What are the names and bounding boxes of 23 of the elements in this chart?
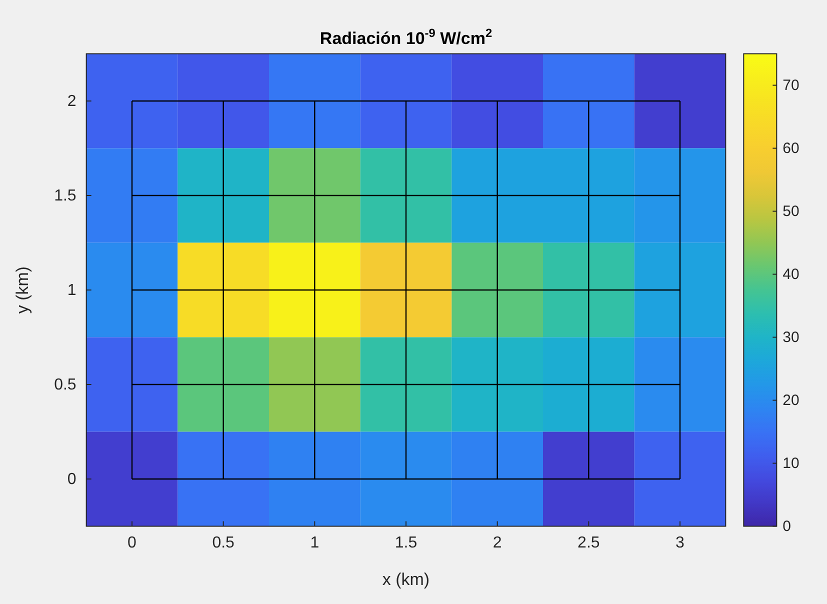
x-tick-label: 2.5 [578, 534, 600, 552]
chart-title: Radiación 10$^{-9}$ W/cm$^{2}$ [320, 26, 492, 48]
color-bar-label: 50 [782, 203, 800, 220]
y-tick-label: 0.5 [54, 376, 76, 394]
color-bar-label: 30 [782, 329, 800, 346]
x-tick-label: 1 [310, 534, 320, 552]
color-bar-label: 10 [782, 455, 800, 472]
x-axis-title: x (km) [382, 570, 430, 589]
color-bar-label: 0 [782, 518, 792, 536]
y-tick-label: 1.5 [54, 188, 76, 205]
color-bar-label: 20 [782, 392, 800, 410]
color-bar-label: 70 [782, 77, 800, 94]
x-tick-label: 1.5 [394, 534, 418, 552]
x-tick-label: 0.5 [212, 534, 235, 552]
color-bar-label: 60 [782, 140, 800, 158]
x-tick-label: 3 [676, 534, 685, 552]
y-tick-label: 0 [67, 471, 76, 488]
y-tick-label: 2 [67, 93, 76, 110]
y-tick-label: 1 [67, 282, 76, 300]
color-bar-label: 40 [782, 266, 800, 284]
y-axis-title: y (km) [13, 266, 32, 314]
x-tick-label: 0 [128, 534, 137, 552]
x-tick-label: 2 [492, 534, 502, 552]
